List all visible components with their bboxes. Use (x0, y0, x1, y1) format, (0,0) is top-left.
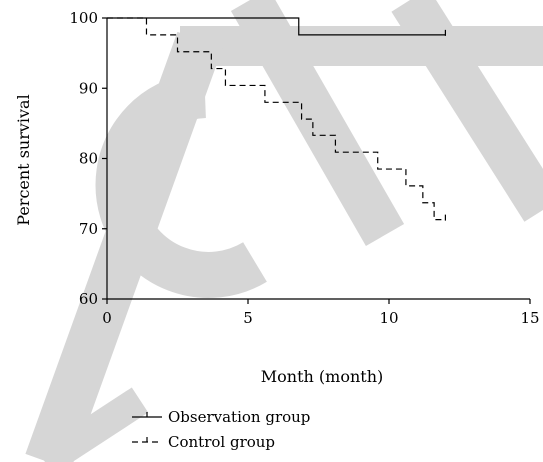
series-line-observation (107, 17, 446, 36)
series-line-control (107, 17, 446, 221)
y-tick-label: 80 (79, 150, 98, 168)
y-tick-label: 70 (79, 220, 98, 238)
y-tick-label: 90 (79, 79, 98, 97)
y-axis-title: Percent survival (14, 94, 33, 225)
axes: 0 5 10 15 60 70 80 90 100 (69, 9, 539, 327)
x-tick-label: 5 (243, 309, 253, 327)
legend-item-control: Control group (132, 433, 275, 451)
x-axis-title: Month (month) (261, 367, 383, 386)
x-tick-label: 0 (102, 309, 112, 327)
legend-item-observation: Observation group (132, 408, 310, 426)
retracted-watermark (25, 0, 543, 462)
y-tick-label: 60 (79, 290, 98, 308)
legend-label: Observation group (168, 408, 310, 426)
y-tick-label: 100 (69, 9, 98, 27)
x-tick-label: 10 (379, 309, 398, 327)
watermark-stroke-bottom (36, 387, 149, 462)
legend-label: Control group (168, 433, 275, 451)
legend: Observation group Control group (132, 408, 310, 451)
series-group (107, 17, 446, 221)
watermark-stroke-diagonal-mid (230, 0, 405, 246)
x-tick-label: 15 (520, 309, 539, 327)
watermark-stroke-diagonal-left (25, 31, 223, 462)
